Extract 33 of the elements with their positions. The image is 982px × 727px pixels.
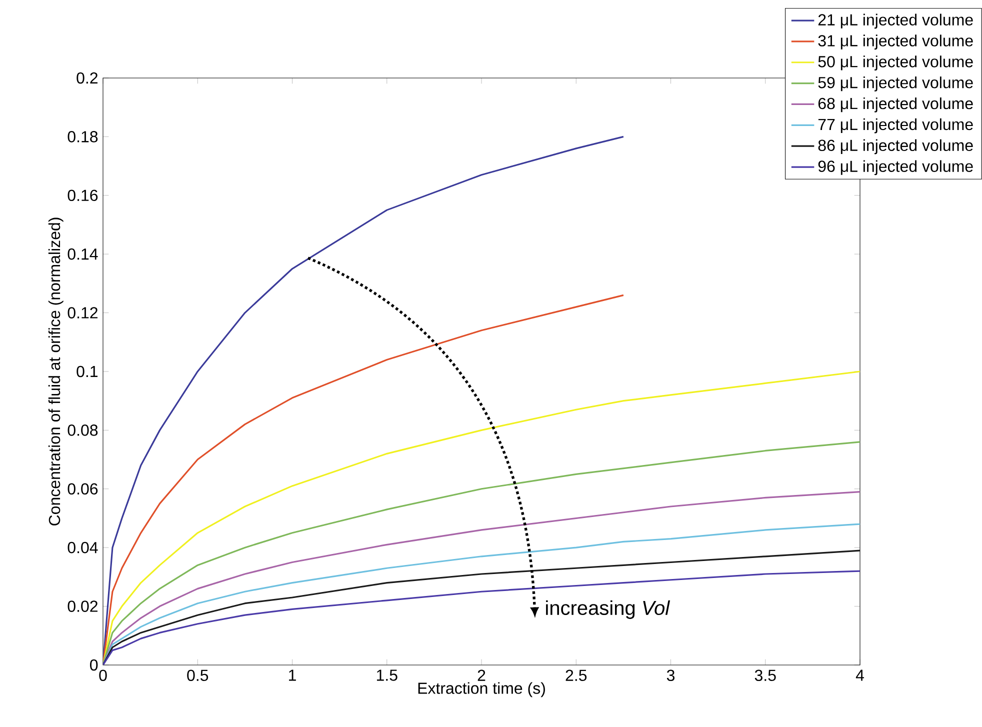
x-tick-label: 4 [856,670,864,681]
y-tick-label: 0.08 [68,424,98,436]
legend-label: 77 μL injected volume [818,118,973,134]
y-tick-label: 0.1 [76,366,98,378]
x-tick-label: 1 [289,670,296,681]
y-tick-label: 0.06 [68,483,98,495]
x-tick-label: 1.5 [376,670,398,681]
y-tick-label: 0.14 [68,248,98,260]
x-tick-label: 2.5 [566,670,587,682]
y-tick-label: 0.12 [68,307,98,318]
legend-label: 86 μL injected volume [818,139,973,154]
y-tick-label: 0.02 [68,600,98,612]
x-tick-label: 0.5 [187,670,208,682]
line-series [103,523,860,665]
legend-label: 21 μL injected volume [818,14,973,29]
x-tick-label: 3 [666,670,674,682]
x-tick-label: 3.5 [754,670,776,682]
legend-label: 68 μL injected volume [818,97,973,112]
x-axis-title: Extraction time (s) [418,682,545,698]
line-series [103,570,860,665]
legend-label: 59 μL injected volume [818,76,973,92]
y-tick-label: 0 [90,659,98,671]
x-tick-label: 2 [478,670,486,681]
annotation: increasing Vol [546,600,670,619]
x-tick-label: 0 [99,670,107,682]
y-axis-title: Concentration of fluid at orifice (normalized) [48,218,64,526]
legend-label: 96 μL injected volume [818,160,973,176]
y-tick-label: 0.2 [76,72,98,84]
legend-label: 50 μL injected volume [818,56,973,71]
y-tick-label: 0.04 [68,542,98,554]
legend-label: 31 μL injected volume [818,34,973,50]
y-tick-label: 0.18 [68,131,98,142]
y-tick-label: 0.16 [68,190,98,202]
